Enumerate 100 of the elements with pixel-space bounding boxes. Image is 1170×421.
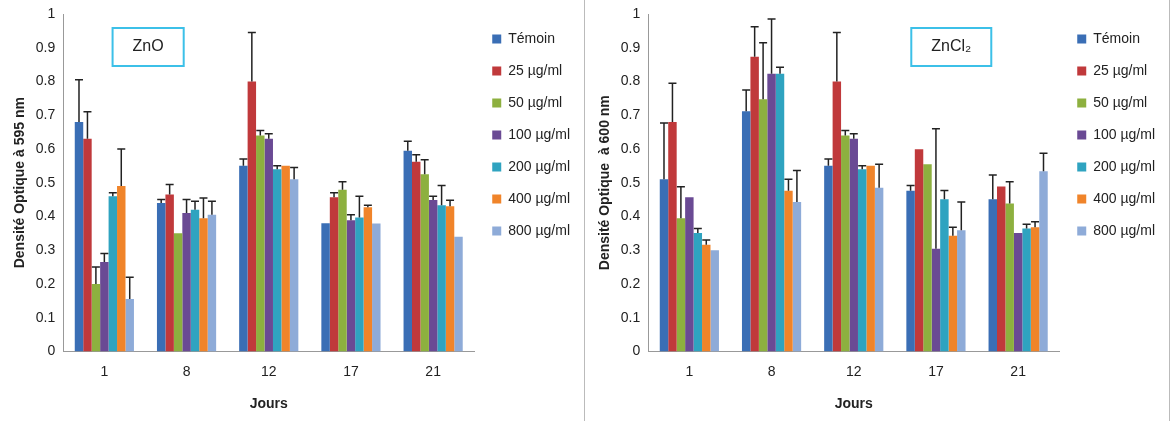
- bar: [156, 202, 166, 352]
- bar: [91, 283, 101, 352]
- annotation: ZnCl₂: [931, 37, 972, 55]
- y-tick-label: 1: [47, 4, 56, 21]
- y-tick-label: 0.9: [35, 38, 56, 55]
- bar: [931, 248, 941, 352]
- y-tick-label: 0.7: [620, 106, 641, 123]
- bar: [784, 190, 793, 352]
- bar: [824, 165, 833, 352]
- bar: [403, 150, 412, 352]
- y-axis-title: Densité Optique à 600 nm: [596, 95, 613, 271]
- legend-label: 800 µg/ml: [508, 221, 570, 238]
- bar: [117, 186, 126, 352]
- bar: [874, 187, 884, 352]
- bar: [923, 164, 932, 352]
- bar: [329, 197, 339, 352]
- bar: [372, 223, 381, 352]
- legend-label: 50 µg/ml: [1093, 93, 1148, 110]
- bar: [321, 223, 330, 352]
- y-tick-label: 0.2: [620, 274, 641, 291]
- x-tick-label: 12: [260, 362, 277, 379]
- x-tick-label: 1: [685, 362, 694, 379]
- bar: [445, 206, 455, 352]
- bar: [207, 214, 217, 352]
- y-tick-label: 0.9: [620, 38, 641, 55]
- bar: [1030, 227, 1040, 352]
- bar: [668, 121, 677, 352]
- bar: [710, 250, 719, 352]
- y-tick-label: 1: [632, 4, 641, 21]
- bar: [338, 189, 347, 352]
- legend-label: 100 µg/ml: [508, 125, 570, 142]
- x-axis-title: Jours: [249, 395, 289, 412]
- x-tick-label: 21: [1010, 362, 1027, 379]
- y-tick-label: 0.6: [620, 139, 641, 156]
- bar: [940, 199, 949, 352]
- bar: [1005, 203, 1014, 352]
- bar: [866, 165, 875, 352]
- legend-label: 400 µg/ml: [1093, 189, 1155, 206]
- legend-label: Témoin: [1093, 29, 1140, 46]
- x-tick-label: 12: [845, 362, 862, 379]
- bar: [239, 165, 248, 352]
- bar: [190, 209, 200, 352]
- legend-label: 25 µg/ml: [1093, 61, 1148, 78]
- legend-label: 50 µg/ml: [508, 93, 563, 110]
- y-tick-label: 0.1: [35, 308, 56, 325]
- bar: [454, 236, 463, 352]
- y-tick-label: 0.7: [35, 106, 56, 123]
- bar: [857, 169, 867, 352]
- bar: [289, 179, 299, 352]
- bar: [906, 190, 915, 352]
- bar: [1013, 232, 1023, 352]
- bar: [767, 73, 776, 352]
- bar: [914, 149, 924, 352]
- x-tick-label: 17: [343, 362, 359, 379]
- x-tick-label: 17: [928, 362, 944, 379]
- bar: [792, 201, 802, 352]
- y-tick-label: 0: [632, 342, 641, 359]
- y-tick-label: 0.3: [620, 241, 641, 258]
- x-tick-label: 1: [100, 362, 109, 379]
- bar: [412, 161, 421, 352]
- x-tick-label: 8: [767, 362, 776, 379]
- bar: [256, 135, 265, 352]
- bar: [849, 138, 858, 352]
- x-axis-title: Jours: [834, 395, 874, 412]
- bar: [165, 194, 174, 352]
- x-tick-label: 8: [182, 362, 191, 379]
- y-axis-title: Densité Optique à 595 nm: [11, 97, 28, 269]
- legend-label: 100 µg/ml: [1093, 125, 1155, 142]
- bar: [272, 169, 282, 352]
- legend-label: 25 µg/ml: [508, 61, 563, 78]
- y-tick-label: 0.6: [35, 139, 56, 156]
- y-tick-label: 0.1: [620, 308, 641, 325]
- bar: [420, 174, 429, 352]
- y-tick-label: 0.4: [620, 207, 641, 224]
- bar: [173, 233, 183, 352]
- legend-label: Témoin: [508, 29, 555, 46]
- y-tick-label: 0.8: [35, 72, 56, 89]
- bar: [750, 56, 759, 352]
- bar: [100, 261, 109, 352]
- bar: [676, 218, 686, 352]
- bar: [281, 165, 290, 352]
- bar: [948, 235, 958, 352]
- bar: [775, 73, 785, 352]
- legend-label: 400 µg/ml: [508, 189, 570, 206]
- bar: [988, 199, 997, 352]
- y-tick-label: 0.5: [620, 173, 641, 190]
- bar: [74, 121, 84, 352]
- bar: [1022, 228, 1031, 352]
- bar: [125, 299, 134, 352]
- bar: [832, 81, 842, 352]
- y-tick-label: 0.8: [620, 72, 641, 89]
- bar: [957, 230, 966, 352]
- y-tick-label: 0.2: [35, 274, 56, 291]
- bar: [264, 138, 273, 352]
- bar: [659, 179, 669, 352]
- y-tick-label: 0.5: [35, 173, 56, 190]
- bar: [428, 199, 438, 352]
- bar: [346, 220, 356, 352]
- bar: [693, 232, 703, 352]
- legend-label: 200 µg/ml: [1093, 157, 1155, 174]
